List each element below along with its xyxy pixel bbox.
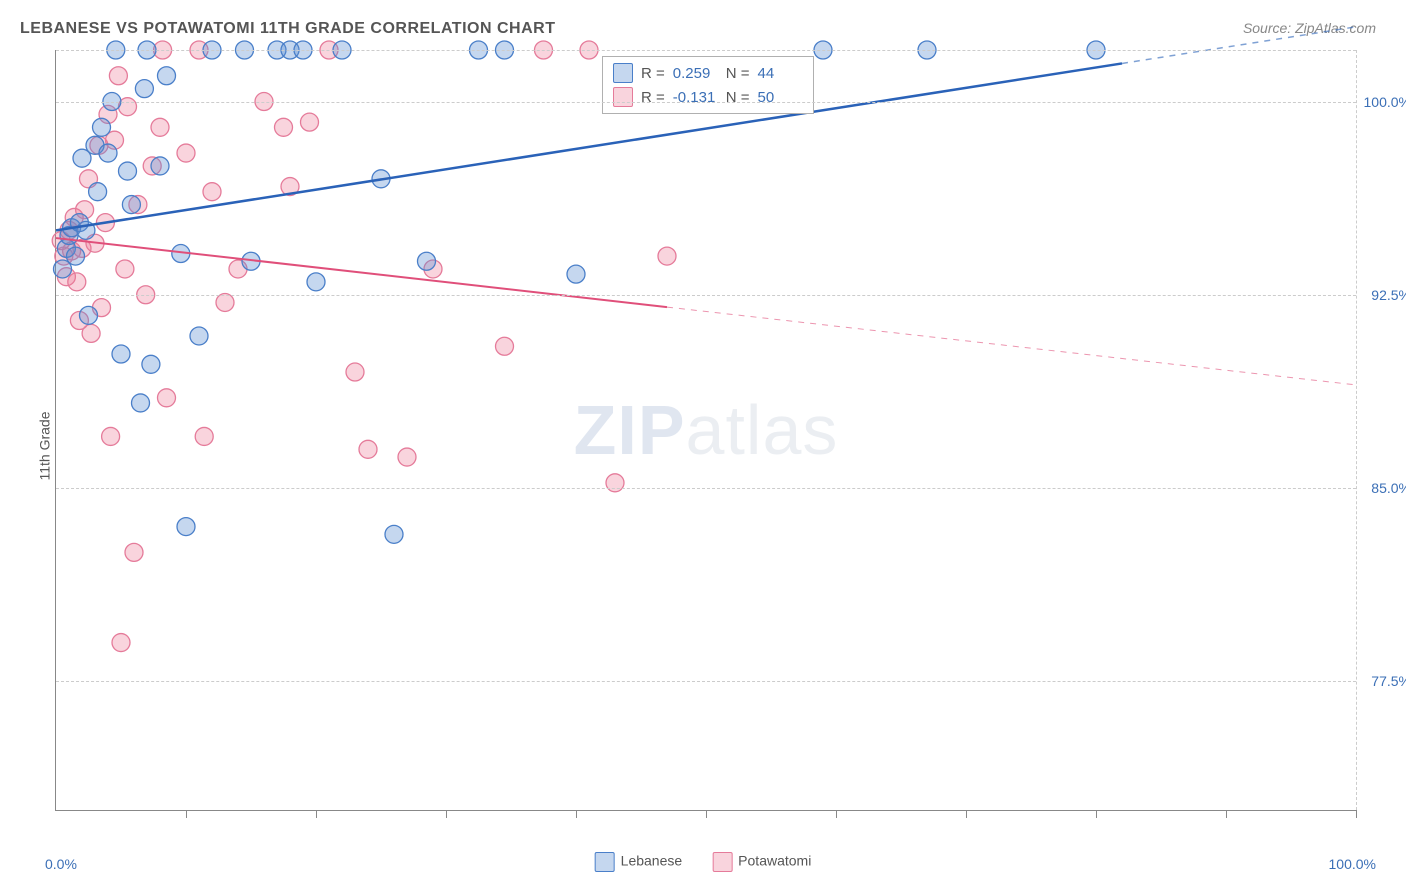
chart-container: LEBANESE VS POTAWATOMI 11TH GRADE CORREL… bbox=[0, 0, 1406, 892]
scatter-point bbox=[195, 427, 213, 445]
scatter-point bbox=[658, 247, 676, 265]
scatter-point bbox=[125, 543, 143, 561]
x-tick bbox=[1226, 810, 1227, 818]
y-axis-label: 11th Grade bbox=[37, 411, 53, 480]
plot-svg bbox=[56, 50, 1356, 810]
x-tick bbox=[446, 810, 447, 818]
x-tick bbox=[836, 810, 837, 818]
gridline-h bbox=[56, 681, 1356, 682]
scatter-point bbox=[93, 118, 111, 136]
x-tick bbox=[1356, 810, 1357, 818]
x-tick bbox=[186, 810, 187, 818]
legend-label: Potawatomi bbox=[738, 853, 811, 869]
scatter-point bbox=[606, 474, 624, 492]
y-tick-label: 100.0% bbox=[1361, 94, 1406, 110]
x-tick bbox=[316, 810, 317, 818]
x-axis-max-label: 100.0% bbox=[1329, 856, 1376, 872]
scatter-point bbox=[567, 265, 585, 283]
stats-swatch bbox=[613, 87, 633, 107]
scatter-point bbox=[158, 389, 176, 407]
x-tick bbox=[576, 810, 577, 818]
gridline-h bbox=[56, 102, 1356, 103]
gridline-v-right bbox=[1356, 50, 1357, 810]
scatter-point bbox=[275, 118, 293, 136]
scatter-point bbox=[67, 247, 85, 265]
trend-line bbox=[56, 63, 1122, 230]
stats-n-value: 44 bbox=[758, 65, 803, 82]
chart-title: LEBANESE VS POTAWATOMI 11TH GRADE CORREL… bbox=[20, 20, 555, 38]
gridline-h bbox=[56, 295, 1356, 296]
scatter-point bbox=[346, 363, 364, 381]
scatter-point bbox=[112, 634, 130, 652]
scatter-point bbox=[203, 183, 221, 201]
scatter-point bbox=[119, 162, 137, 180]
x-tick bbox=[706, 810, 707, 818]
scatter-point bbox=[216, 293, 234, 311]
stats-row: R = 0.259 N = 44 bbox=[603, 61, 813, 85]
scatter-point bbox=[122, 196, 140, 214]
scatter-point bbox=[385, 525, 403, 543]
scatter-point bbox=[80, 306, 98, 324]
scatter-point bbox=[177, 144, 195, 162]
scatter-point bbox=[109, 67, 127, 85]
legend-swatch bbox=[595, 852, 615, 872]
scatter-point bbox=[307, 273, 325, 291]
gridline-h bbox=[56, 50, 1356, 51]
scatter-point bbox=[82, 324, 100, 342]
legend-swatch bbox=[712, 852, 732, 872]
scatter-point bbox=[418, 252, 436, 270]
scatter-point bbox=[398, 448, 416, 466]
trend-line-extrapolated bbox=[667, 307, 1356, 385]
scatter-point bbox=[135, 80, 153, 98]
legend-bottom: Lebanese Potawatomi bbox=[595, 852, 812, 872]
x-tick bbox=[1096, 810, 1097, 818]
scatter-point bbox=[301, 113, 319, 131]
stats-legend-box: R = 0.259 N = 44 R = -0.131 N = 50 bbox=[602, 56, 814, 114]
stats-n-value: 50 bbox=[758, 89, 803, 106]
scatter-point bbox=[112, 345, 130, 363]
stats-row: R = -0.131 N = 50 bbox=[603, 85, 813, 109]
scatter-point bbox=[151, 118, 169, 136]
gridline-h bbox=[56, 488, 1356, 489]
y-tick-label: 77.5% bbox=[1361, 673, 1406, 689]
plot-area: ZIPatlas R = 0.259N = 44R = -0.131N = 50… bbox=[55, 50, 1356, 811]
scatter-point bbox=[190, 327, 208, 345]
stats-swatch bbox=[613, 63, 633, 83]
scatter-point bbox=[68, 273, 86, 291]
legend-label: Lebanese bbox=[621, 853, 683, 869]
scatter-point bbox=[177, 518, 195, 536]
stats-n-label: N = bbox=[726, 65, 750, 82]
x-axis-min-label: 0.0% bbox=[45, 856, 77, 872]
scatter-point bbox=[158, 67, 176, 85]
y-tick-label: 92.5% bbox=[1361, 287, 1406, 303]
scatter-point bbox=[359, 440, 377, 458]
scatter-point bbox=[116, 260, 134, 278]
stats-n-label: N = bbox=[726, 89, 750, 106]
scatter-point bbox=[89, 183, 107, 201]
source-credit: Source: ZipAtlas.com bbox=[1243, 20, 1376, 36]
scatter-point bbox=[102, 427, 120, 445]
stats-r-label: R = bbox=[641, 65, 665, 82]
stats-r-label: R = bbox=[641, 89, 665, 106]
scatter-point bbox=[496, 337, 514, 355]
scatter-point bbox=[151, 157, 169, 175]
stats-r-value: -0.131 bbox=[673, 89, 718, 106]
x-tick bbox=[966, 810, 967, 818]
y-tick-label: 85.0% bbox=[1361, 480, 1406, 496]
legend-item: Lebanese bbox=[595, 852, 683, 872]
scatter-point bbox=[132, 394, 150, 412]
scatter-point bbox=[142, 355, 160, 373]
stats-r-value: 0.259 bbox=[673, 65, 718, 82]
legend-item: Potawatomi bbox=[712, 852, 811, 872]
scatter-point bbox=[99, 144, 117, 162]
